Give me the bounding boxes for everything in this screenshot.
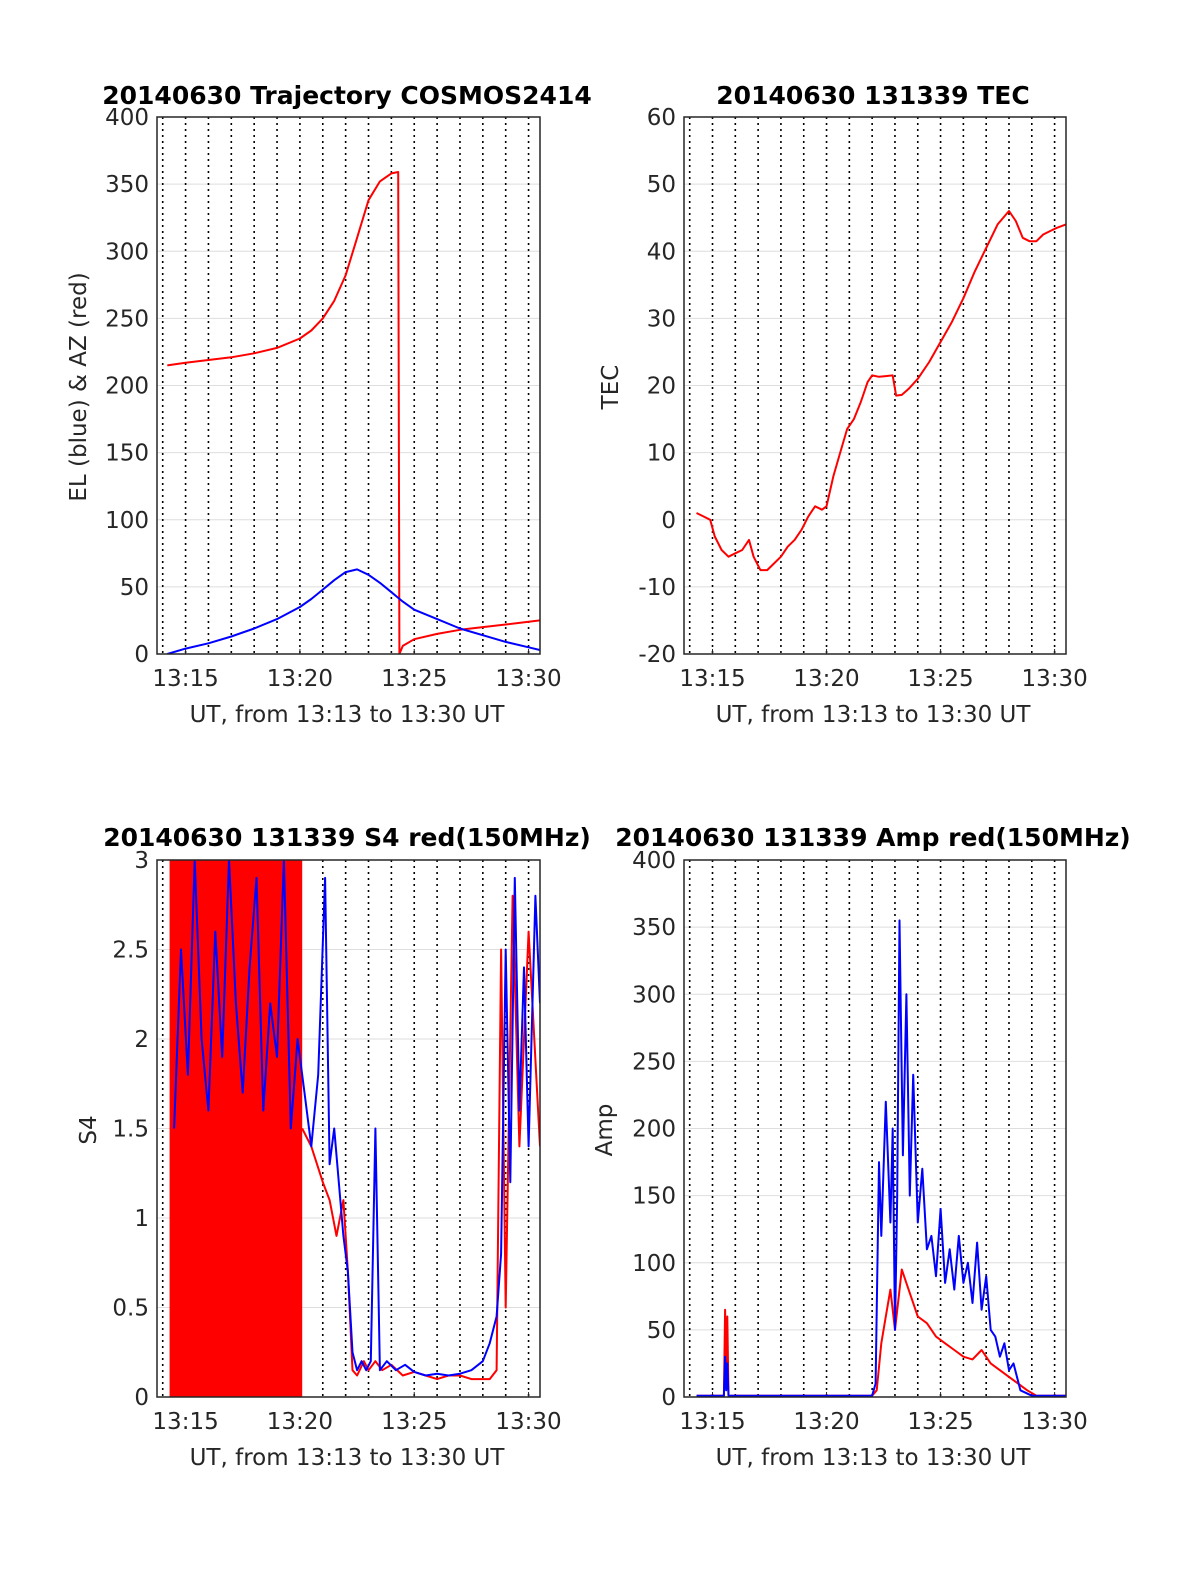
y-tick-label: 250 [105,306,149,332]
x-axis-label-amp: UT, from 13:13 to 13:30 UT [716,1445,1032,1471]
y-tick-label: 1.5 [112,1117,149,1143]
y-tick-label: 0 [661,1385,676,1411]
x-tick-label: 13:20 [267,1409,333,1435]
series-s4-1-line [173,860,540,1377]
x-axis-label-trajectory: UT, from 13:13 to 13:30 UT [190,702,506,728]
x-tick-label: 13:20 [267,666,333,692]
y-tick-label: 20 [647,374,676,400]
chart-title-trajectory: 20140630 Trajectory COSMOS2414 [102,81,592,110]
y-tick-label: 50 [647,172,676,198]
chart-panel-amp: 20140630 131339 Amp red(150MHz) 0 50 100 15… [592,823,1131,1471]
axes-box [156,859,541,1398]
x-axis-label-tec: UT, from 13:13 to 13:30 UT [716,702,1032,728]
x-tick-label: 13:25 [381,1409,447,1435]
y-axis-label-tec: TEC [598,365,624,411]
x-tick-label: 13:30 [495,666,561,692]
y-tick-label: 0 [134,642,149,668]
y-tick-label: -10 [638,575,676,601]
series-trajectory-1-line [167,568,540,654]
y-axis-label-amp: Amp [592,1104,618,1157]
chart-panel-s4: 20140630 131339 S4 red(150MHz) 0 0.5 1 1.5 2… [76,823,591,1471]
x-tick-label: 13:20 [793,666,859,692]
y-tick-label: 40 [647,239,676,265]
x-tick-label: 13:25 [907,1409,973,1435]
x-tick-label: 13:30 [1021,666,1087,692]
y-tick-label: 2 [134,1027,149,1053]
x-tick-label: 13:15 [679,666,745,692]
y-tick-label: 300 [632,982,676,1008]
axes-box [683,859,1067,1398]
y-tick-label: 30 [647,306,676,332]
y-tick-label: 50 [647,1318,676,1344]
y-tick-label: 1 [134,1206,149,1232]
y-tick-label: -20 [638,642,676,668]
chart-panel-trajectory: 20140630 Trajectory COSMOS2414 0 50 100 150… [66,81,592,728]
y-tick-label: 200 [632,1117,676,1143]
y-tick-label: 60 [647,105,676,131]
y-tick-label: 150 [632,1184,676,1210]
x-tick-label: 13:15 [152,1409,218,1435]
y-tick-label: 0 [134,1385,149,1411]
y-tick-label: 100 [632,1251,676,1277]
chart-title-s4: 20140630 131339 S4 red(150MHz) [103,823,591,852]
chart-title-amp: 20140630 131339 Amp red(150MHz) [615,823,1131,852]
y-tick-label: 0 [661,508,676,534]
series-tec-0-line [696,210,1066,572]
x-tick-label: 13:25 [381,666,447,692]
axes-box [156,116,541,655]
series-trajectory-0-line [167,171,540,654]
series-amp-1-line [696,919,1066,1397]
y-tick-label: 400 [105,105,149,131]
y-tick-label: 3 [134,848,149,874]
y-tick-label: 50 [120,575,149,601]
y-tick-label: 300 [105,239,149,265]
x-tick-label: 13:30 [1021,1409,1087,1435]
y-tick-label: 2.5 [112,938,149,964]
y-tick-label: 350 [105,172,149,198]
x-tick-label: 13:15 [679,1409,745,1435]
y-tick-label: 100 [105,508,149,534]
y-tick-label: 150 [105,441,149,467]
y-axis-label-trajectory: EL (blue) & AZ (red) [66,272,92,501]
y-tick-label: 200 [105,374,149,400]
y-axis-label-s4: S4 [76,1115,102,1144]
x-axis-label-s4: UT, from 13:13 to 13:30 UT [190,1445,506,1471]
y-tick-label: 350 [632,915,676,941]
x-tick-label: 13:25 [907,666,973,692]
chart-title-tec: 20140630 131339 TEC [716,81,1029,110]
series-amp-0-line [696,1268,1066,1397]
y-tick-label: 400 [632,848,676,874]
x-tick-label: 13:15 [152,666,218,692]
x-tick-label: 13:20 [793,1409,859,1435]
axes-box [683,116,1067,655]
y-tick-label: 250 [632,1049,676,1075]
chart-panel-tec: 20140630 131339 TEC -20 -10 0 10 20 30 40 50 60 1… [598,81,1088,728]
y-tick-label: 0.5 [112,1296,149,1322]
y-tick-label: 10 [647,441,676,467]
series-s4-0-line [301,894,540,1381]
x-tick-label: 13:30 [495,1409,561,1435]
